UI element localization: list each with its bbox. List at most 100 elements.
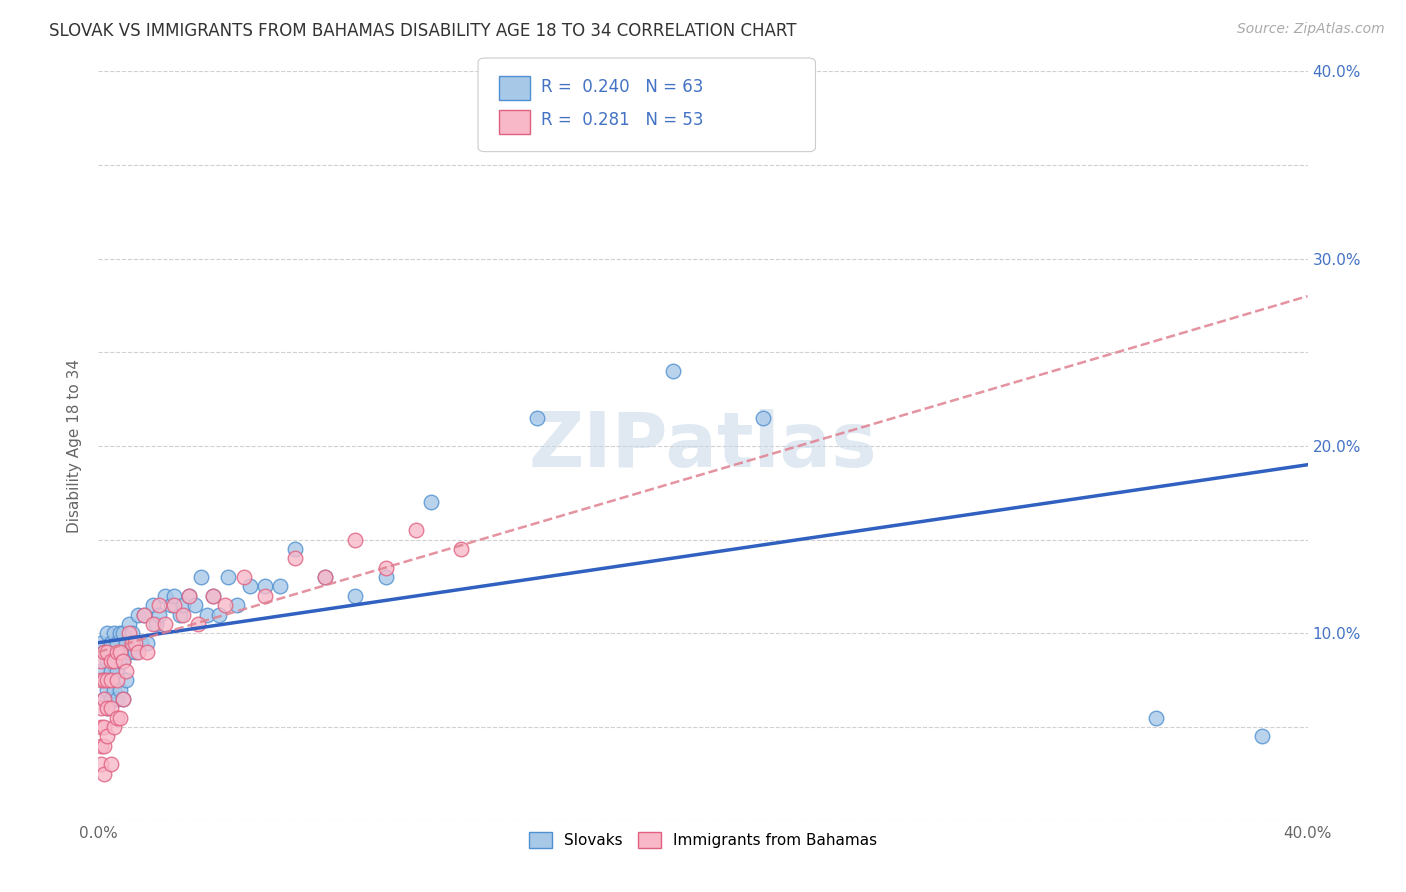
Point bbox=[344, 533, 367, 547]
Point bbox=[105, 710, 128, 724]
Point bbox=[184, 599, 207, 613]
Point bbox=[118, 626, 141, 640]
Point bbox=[169, 607, 191, 622]
Point bbox=[100, 757, 122, 772]
Text: R =  0.240   N = 63: R = 0.240 N = 63 bbox=[541, 78, 703, 96]
Point bbox=[90, 655, 112, 669]
Point bbox=[232, 570, 254, 584]
Point bbox=[90, 664, 112, 678]
Point bbox=[269, 580, 291, 594]
Point bbox=[214, 599, 236, 613]
Point bbox=[405, 524, 427, 538]
Point bbox=[163, 589, 186, 603]
Point bbox=[661, 364, 683, 378]
Point bbox=[195, 607, 218, 622]
Point bbox=[100, 692, 122, 706]
Point bbox=[103, 720, 125, 734]
Point bbox=[179, 589, 201, 603]
Point bbox=[111, 692, 134, 706]
Point bbox=[142, 617, 165, 632]
Point bbox=[100, 655, 122, 669]
Point bbox=[93, 720, 115, 734]
Point bbox=[314, 570, 336, 584]
Point bbox=[90, 720, 112, 734]
Point bbox=[96, 730, 118, 744]
Point bbox=[111, 655, 134, 669]
Text: SLOVAK VS IMMIGRANTS FROM BAHAMAS DISABILITY AGE 18 TO 34 CORRELATION CHART: SLOVAK VS IMMIGRANTS FROM BAHAMAS DISABI… bbox=[49, 22, 797, 40]
Point bbox=[90, 701, 112, 715]
Legend: Slovaks, Immigrants from Bahamas: Slovaks, Immigrants from Bahamas bbox=[523, 826, 883, 855]
Point bbox=[108, 645, 131, 659]
Point bbox=[253, 589, 276, 603]
Point bbox=[239, 580, 262, 594]
Point bbox=[96, 701, 118, 715]
Point bbox=[93, 692, 115, 706]
Point bbox=[108, 655, 131, 669]
Point bbox=[118, 645, 141, 659]
Point bbox=[111, 626, 134, 640]
Point bbox=[105, 635, 128, 649]
Point bbox=[105, 673, 128, 688]
Point bbox=[103, 655, 125, 669]
Point bbox=[135, 635, 157, 649]
Point bbox=[93, 692, 115, 706]
Point bbox=[96, 626, 118, 640]
Point bbox=[100, 701, 122, 715]
Point bbox=[127, 607, 149, 622]
Point bbox=[129, 635, 152, 649]
Point bbox=[217, 570, 239, 584]
Point bbox=[111, 692, 134, 706]
Point bbox=[145, 617, 167, 632]
Point bbox=[1251, 730, 1274, 744]
Point bbox=[284, 542, 307, 557]
Point bbox=[90, 635, 112, 649]
Point bbox=[172, 607, 194, 622]
Point bbox=[96, 701, 118, 715]
Point bbox=[105, 645, 128, 659]
Point bbox=[226, 599, 249, 613]
Point bbox=[121, 635, 143, 649]
Point bbox=[105, 692, 128, 706]
Point bbox=[202, 589, 225, 603]
Point bbox=[90, 757, 112, 772]
Point bbox=[148, 607, 170, 622]
Point bbox=[114, 635, 136, 649]
Point bbox=[153, 589, 176, 603]
Point bbox=[96, 673, 118, 688]
Point bbox=[135, 645, 157, 659]
Point bbox=[526, 411, 548, 425]
Point bbox=[100, 664, 122, 678]
Point bbox=[344, 589, 367, 603]
Point bbox=[172, 599, 194, 613]
Point bbox=[103, 626, 125, 640]
Point bbox=[93, 767, 115, 781]
Point bbox=[108, 710, 131, 724]
Point bbox=[179, 589, 201, 603]
Point bbox=[103, 655, 125, 669]
Point bbox=[163, 599, 186, 613]
Point bbox=[190, 570, 212, 584]
Point bbox=[153, 617, 176, 632]
Point bbox=[450, 542, 472, 557]
Point bbox=[132, 607, 155, 622]
Y-axis label: Disability Age 18 to 34: Disability Age 18 to 34 bbox=[67, 359, 83, 533]
Point bbox=[100, 673, 122, 688]
Point bbox=[124, 635, 146, 649]
Point bbox=[142, 599, 165, 613]
Point bbox=[420, 495, 443, 509]
Text: ZIPatlas: ZIPatlas bbox=[529, 409, 877, 483]
Point bbox=[108, 682, 131, 697]
Point bbox=[374, 561, 396, 575]
Point bbox=[202, 589, 225, 603]
Point bbox=[111, 655, 134, 669]
Point bbox=[253, 580, 276, 594]
Point bbox=[1144, 710, 1167, 724]
Point bbox=[208, 607, 231, 622]
Point bbox=[132, 607, 155, 622]
Point bbox=[121, 626, 143, 640]
Point bbox=[96, 655, 118, 669]
Point bbox=[105, 664, 128, 678]
Text: Source: ZipAtlas.com: Source: ZipAtlas.com bbox=[1237, 22, 1385, 37]
Point bbox=[93, 645, 115, 659]
Point bbox=[93, 673, 115, 688]
